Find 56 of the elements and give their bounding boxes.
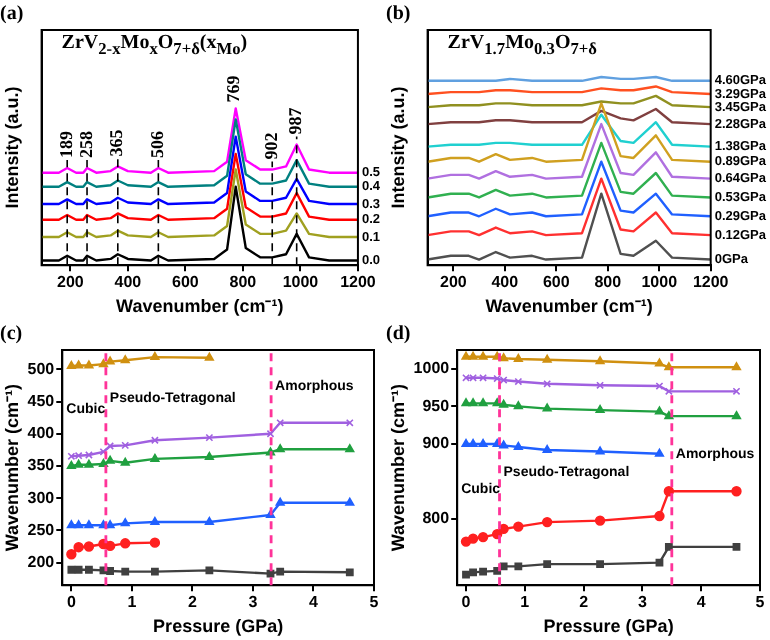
x-tick-label: 1000 [282, 273, 320, 292]
x-tick-label: 0 [66, 593, 77, 612]
x-tick-label: 400 [114, 273, 143, 292]
x-axis-title: Wavenumber (cm⁻¹) [116, 296, 284, 317]
ref-line-label: 506 [147, 129, 168, 158]
x-tick-label: 800 [229, 273, 258, 292]
x-tick-label: 3 [637, 593, 648, 612]
y-tick-label: 500 [27, 359, 56, 378]
y-axis-title: Intensity (a.u.) [387, 86, 408, 209]
annotation: 769 [222, 74, 243, 103]
y-tick-label: 800 [422, 509, 451, 528]
x-tick-label: 1000 [641, 273, 679, 292]
chart-title: (a) [0, 3, 24, 26]
chart-title: (c) [0, 323, 23, 346]
x-tick-label: 1200 [340, 273, 377, 292]
ref-line-label: 365 [106, 128, 127, 157]
chart-title: (d) [386, 323, 411, 346]
ref-line-label: 189 [55, 129, 76, 158]
x-tick-label: 2 [187, 593, 198, 612]
x-tick-label: 200 [439, 273, 468, 292]
x-tick-label: 1 [127, 593, 138, 612]
x-tick-label: 600 [542, 273, 571, 292]
x-axis-title: Pressure (GPa) [543, 616, 674, 637]
x-tick-label: 200 [57, 273, 85, 292]
x-tick-label: 4 [309, 593, 320, 612]
y-tick-label: 450 [27, 391, 56, 410]
x-tick-label: 5 [755, 593, 766, 612]
y-axis-title: Wavenumber (cm⁻¹) [1, 383, 22, 552]
x-tick-label: 0 [461, 593, 472, 612]
x-axis-title: Pressure (GPa) [153, 616, 284, 637]
y-tick-label: 250 [27, 520, 56, 539]
x-tick-label: 5 [369, 593, 380, 612]
x-tick-label: 400 [491, 273, 520, 292]
y-tick-label: 900 [422, 434, 451, 453]
x-tick-label: 800 [594, 273, 623, 292]
x-tick-label: 1200 [692, 273, 730, 292]
y-tick-label: 200 [27, 553, 56, 572]
x-tick-label: 2 [579, 593, 590, 612]
y-axis-title: Wavenumber (cm⁻¹) [387, 383, 408, 552]
ref-line-label: 902 [260, 131, 281, 160]
x-axis-title: Wavenumber (cm⁻¹) [485, 296, 653, 317]
y-tick-label: 1000 [413, 359, 451, 378]
ref-line-label: 987 [285, 106, 306, 135]
ref-line-label: 258 [75, 129, 96, 158]
y-axis-title: Intensity (a.u.) [1, 86, 22, 209]
text: ZrV$_{2-x}$Mo$_{x}$O$_{7+δ}$(x$_{Mo}$) [61, 32, 248, 58]
y-tick-label: 950 [422, 396, 451, 415]
chart-subtitle: ZrV$_{1.7}$Mo$_{0.3}$O$_{7+δ}$ [447, 32, 597, 58]
x-tick-label: 600 [172, 273, 200, 292]
x-tick-label: 1 [520, 593, 531, 612]
x-tick-label: 4 [696, 593, 707, 612]
y-tick-label: 400 [27, 424, 56, 443]
y-tick-label: 300 [27, 488, 56, 507]
y-tick-label: 350 [27, 456, 56, 475]
chart-title: (b) [386, 3, 411, 26]
x-tick-label: 3 [248, 593, 259, 612]
